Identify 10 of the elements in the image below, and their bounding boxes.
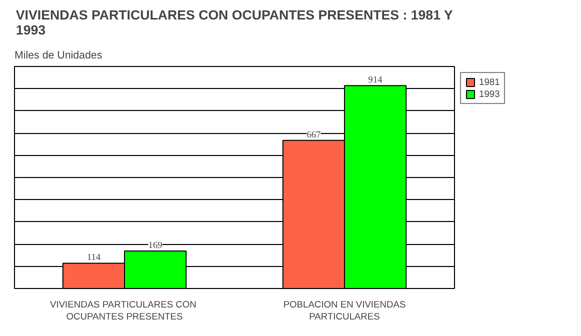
y-axis-title: Miles de Unidades [14, 50, 102, 62]
legend-label: 1981 [479, 77, 500, 87]
data-label: 667 [306, 130, 322, 140]
x-tick-label: POBLACION EN VIVIENDAS PARTICULARES [283, 300, 406, 322]
chart-title: VIVIENDAS PARTICULARES CON OCUPANTES PRESENTES : 1981 Y 1993 [16, 8, 453, 38]
data-label: 114 [86, 253, 101, 264]
legend-label: 1993 [479, 89, 500, 99]
x-tick-label: VIVIENDAS PARTICULARES CON OCUPANTES PRESENTES [50, 300, 196, 322]
data-label: 914 [368, 76, 383, 86]
data-label: 169 [148, 240, 163, 251]
